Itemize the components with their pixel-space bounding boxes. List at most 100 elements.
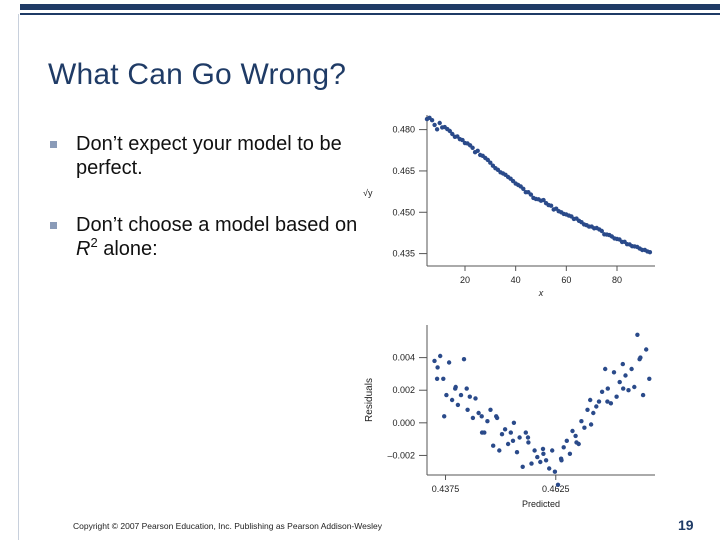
- x-tick-label: 80: [612, 275, 622, 285]
- data-point: [473, 396, 478, 401]
- data-point: [570, 428, 575, 434]
- x-axis-label: Predicted: [522, 499, 560, 509]
- bullet-2-superscript: 2: [90, 235, 98, 250]
- x-tick-label: 60: [561, 275, 571, 285]
- data-point: [574, 440, 579, 445]
- data-point: [449, 397, 455, 403]
- data-point: [599, 389, 605, 394]
- data-point: [614, 394, 619, 399]
- y-tick-label: 0.480: [392, 125, 415, 135]
- x-tick-label: 40: [511, 275, 521, 285]
- data-point: [629, 366, 634, 372]
- data-point: [446, 360, 452, 365]
- data-point: [437, 120, 442, 126]
- data-point: [458, 392, 464, 398]
- data-point: [567, 451, 573, 456]
- bullet-2-variable: R: [76, 238, 91, 260]
- residuals-vs-predicted-scatterplot: –0.002 0.000 0.002 0.004 0.4375 0.4625 Predict…: [364, 325, 655, 509]
- data-point: [564, 438, 569, 443]
- data-point: [465, 407, 470, 412]
- data-point: [637, 357, 642, 362]
- left-rule: [18, 14, 19, 540]
- data-point: [548, 203, 554, 208]
- y-axis-label: √y: [363, 188, 373, 198]
- data-point: [644, 347, 649, 352]
- data-point: [470, 145, 475, 150]
- data-point: [573, 433, 578, 439]
- data-point: [647, 250, 653, 255]
- data-point: [429, 118, 435, 123]
- data-point: [588, 422, 594, 427]
- data-point: [611, 370, 617, 375]
- data-point: [499, 432, 505, 437]
- data-point: [432, 358, 437, 364]
- top-rule: [20, 0, 720, 18]
- data-point: [514, 450, 520, 455]
- data-point: [555, 482, 561, 487]
- y-tick-label: 0.004: [392, 353, 415, 363]
- data-point: [561, 445, 566, 450]
- data-point: [453, 384, 458, 390]
- x-tick-label: 20: [460, 275, 470, 285]
- data-point: [467, 394, 472, 399]
- bullet-list: Don’t expect your model to be perfect. D…: [50, 132, 360, 294]
- data-point: [620, 361, 625, 367]
- sqrt-y-vs-x-scatterplot: 0.435 0.450 0.465 0.480 20 40 60 80 x √y: [363, 115, 655, 298]
- data-point: [621, 386, 626, 391]
- data-point: [511, 420, 517, 425]
- y-tick-label: 0.435: [392, 249, 415, 259]
- slide-title: What Can Go Wrong?: [48, 58, 347, 91]
- data-point: [491, 443, 496, 448]
- data-point: [632, 384, 637, 390]
- data-point: [441, 376, 446, 381]
- data-point: [547, 466, 552, 471]
- y-tick-label: 0.002: [392, 385, 415, 395]
- data-point: [450, 131, 455, 137]
- data-point: [594, 404, 599, 409]
- data-point: [585, 407, 590, 412]
- data-point: [532, 448, 537, 453]
- data-point: [588, 397, 593, 403]
- data-point: [476, 410, 481, 416]
- data-point: [559, 458, 564, 463]
- data-point: [464, 386, 469, 391]
- data-point: [447, 128, 452, 134]
- data-point: [435, 365, 440, 370]
- data-point: [517, 435, 522, 440]
- data-point: [596, 399, 602, 404]
- y-tick-label: 0.000: [392, 418, 415, 428]
- data-point: [552, 469, 558, 474]
- data-point: [541, 451, 546, 456]
- top-rule-thin: [20, 13, 720, 15]
- square-bullet-icon: [50, 222, 57, 229]
- data-point: [434, 127, 440, 132]
- data-point: [432, 122, 437, 128]
- data-point: [535, 454, 540, 460]
- data-point: [599, 228, 604, 234]
- bullet-2-prefix: Don’t choose a model based on: [76, 214, 358, 236]
- data-point: [479, 430, 485, 435]
- data-point: [605, 386, 610, 391]
- data-point: [505, 441, 511, 447]
- data-point: [521, 186, 526, 191]
- y-tick-label: 0.450: [392, 207, 415, 217]
- data-point: [540, 446, 546, 452]
- bullet-item-1: Don’t expect your model to be perfect.: [50, 132, 360, 180]
- data-point: [541, 197, 546, 203]
- top-rule-thick: [20, 4, 720, 10]
- data-point: [520, 464, 525, 469]
- data-point: [488, 407, 493, 412]
- data-point: [640, 392, 646, 398]
- bullet-1-text: Don’t expect your model to be perfect.: [76, 133, 342, 179]
- data-point: [528, 192, 534, 197]
- data-point: [442, 414, 447, 419]
- data-point: [508, 430, 513, 435]
- data-point: [617, 379, 622, 385]
- data-point: [529, 461, 534, 466]
- data-point: [444, 392, 449, 398]
- square-bullet-icon: [50, 141, 57, 148]
- data-point: [494, 415, 500, 421]
- data-point: [623, 373, 628, 378]
- data-point: [485, 419, 490, 424]
- data-point: [579, 419, 584, 424]
